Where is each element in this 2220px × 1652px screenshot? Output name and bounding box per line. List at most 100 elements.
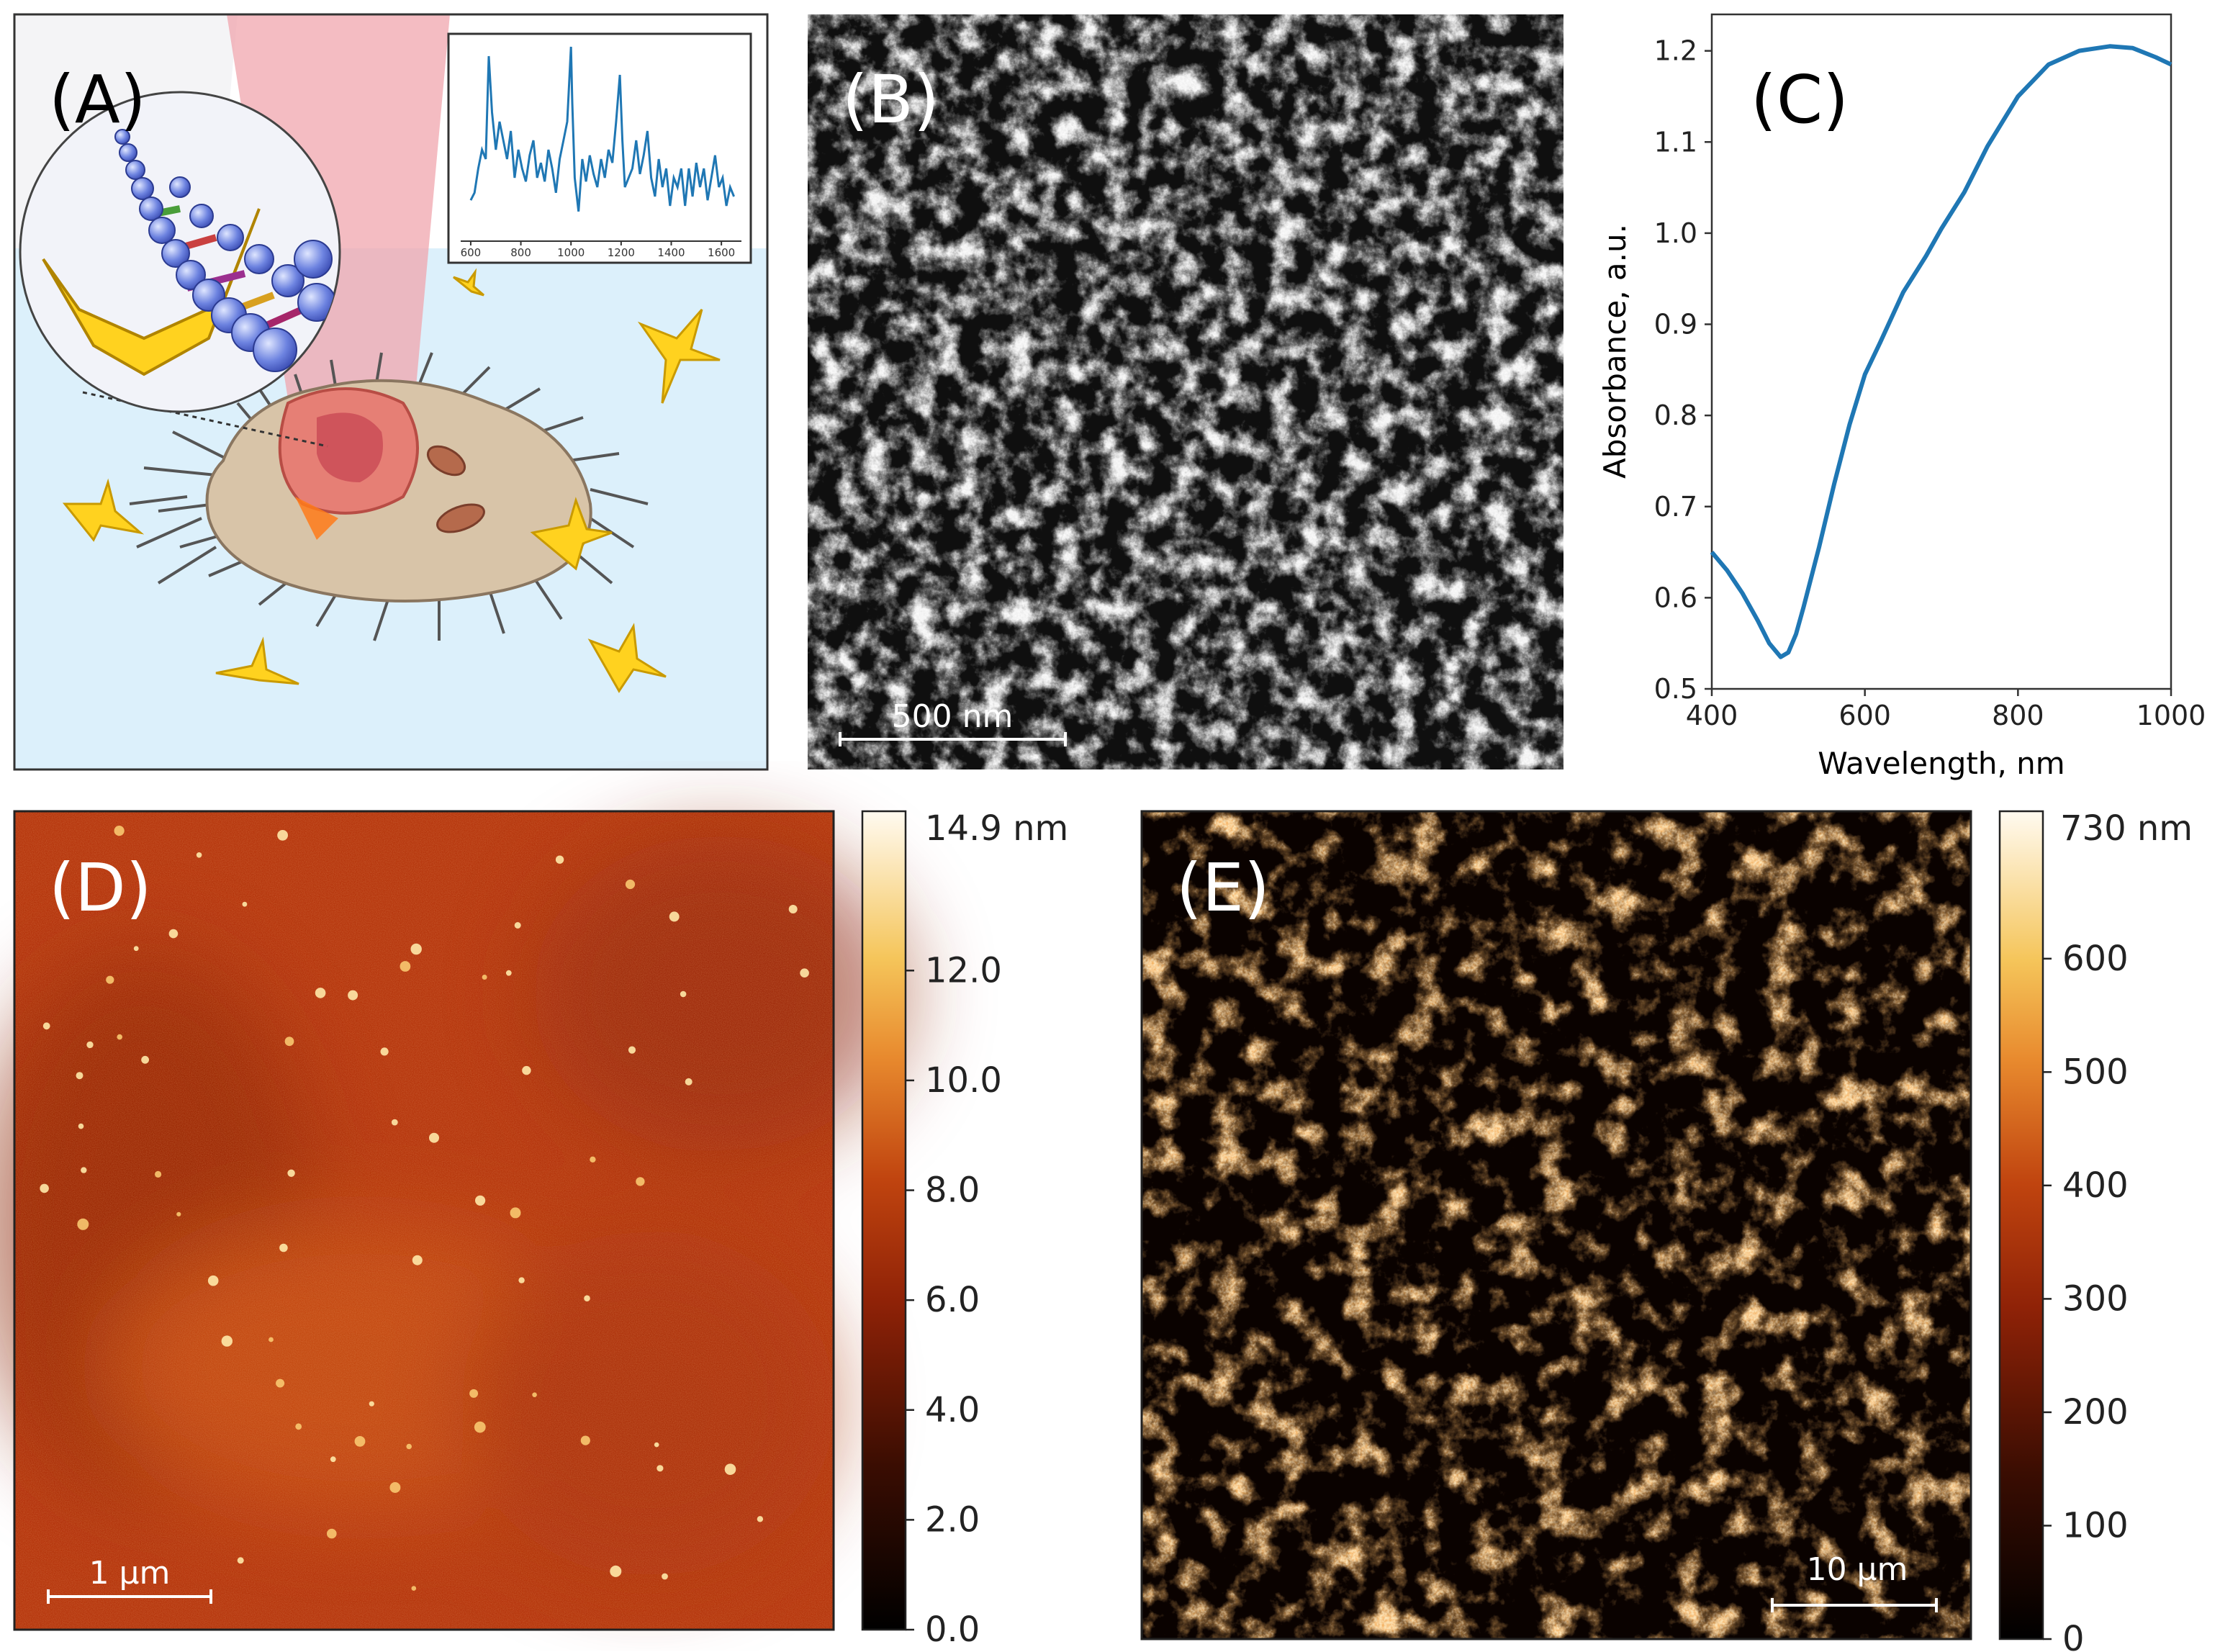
afm-particle (680, 990, 687, 998)
afm-particle (207, 1275, 219, 1286)
afm-particle (410, 943, 422, 955)
panel-c: 400 600 800 1000 0.5 0.6 0.7 0.8 0.9 1.0 1.1 1.2 (C… (1597, 13, 2206, 781)
mitochondrion-2 (436, 503, 485, 533)
colorbar-tick-label: 8.0 (925, 1170, 980, 1211)
nanostar (637, 309, 721, 404)
afm-particle (636, 1177, 645, 1186)
axes-c: 400 600 800 1000 0.5 0.6 0.7 0.8 0.9 1.0 1.1 1.2 (1654, 35, 2206, 731)
internalized-star (295, 497, 338, 540)
afm-d-texture (14, 811, 834, 1630)
colorbar-tick-label: 2.0 (925, 1499, 980, 1540)
y-tick-label-c: 0.7 (1654, 491, 1697, 523)
afm-particle (269, 1337, 274, 1342)
afm-particle (406, 1443, 412, 1450)
nanostar (62, 478, 145, 542)
afm-particle (242, 901, 248, 907)
afm-particle (315, 988, 326, 998)
plot-frame-c (1710, 13, 2172, 690)
afm-e-border (1140, 810, 1972, 1640)
afm-particle (522, 1065, 531, 1075)
afm-particle (277, 830, 288, 841)
colorbar-e-ticks: 0 100 200 300 400 500 600 (2043, 939, 2129, 1652)
afm-particle (429, 1132, 439, 1143)
afm-e-clusters (1142, 811, 1971, 1639)
afm-particle (654, 1442, 659, 1448)
colorbar-tick-label: 400 (2062, 1165, 2129, 1206)
inset-tick-label: 600 (461, 246, 482, 259)
afm-particle (656, 1465, 664, 1472)
panel-e: (E) 10 µm 730 nm 0 100 200 300 400 500 600 (1140, 808, 2193, 1652)
panel-label-e: (E) (1176, 849, 1270, 926)
colorbar-tick-label: 200 (2062, 1392, 2129, 1432)
y-tick-label-c: 0.6 (1654, 582, 1697, 613)
afm-particle (391, 1119, 398, 1126)
afm-particle (117, 1034, 122, 1040)
afm-particle (279, 1243, 288, 1252)
afm-particle (482, 975, 487, 980)
nanostar (215, 636, 299, 685)
panel-label-a: (A) (49, 61, 146, 138)
colorbar-tick-label: 600 (2062, 939, 2129, 979)
mitochondrion-1 (426, 445, 466, 477)
afm-particle (106, 975, 114, 984)
afm-particle (40, 1183, 49, 1193)
absorbance-line (1710, 44, 2172, 659)
afm-particle (76, 1072, 84, 1080)
colorbar-tick-label: 0.0 (925, 1610, 980, 1650)
afm-particle (800, 968, 809, 978)
afm-particle (474, 1421, 486, 1433)
afm-particle (400, 961, 411, 972)
y-tick-label-c: 0.5 (1654, 673, 1697, 705)
inset-tick-label: 1600 (708, 246, 735, 259)
afm-particle (505, 970, 512, 976)
afm-particle (354, 1436, 366, 1447)
panel-label-d: (D) (49, 849, 152, 926)
inset-tick-label: 1200 (608, 246, 635, 259)
zoom-content (42, 129, 336, 376)
afm-e-scalebar-label: 10 µm (1807, 1551, 1908, 1588)
colorbar-tick-label: 100 (2062, 1505, 2129, 1545)
afm-particle (625, 879, 636, 890)
afm-particle (114, 826, 125, 836)
afm-particle (510, 1207, 521, 1219)
inset-tick-labels: 600 800 1000 1200 1400 1600 (461, 246, 736, 259)
inset-tick-label: 1000 (557, 246, 585, 259)
afm-particle (584, 1295, 590, 1301)
gold-nanostars (62, 268, 721, 693)
x-tick-label-c: 600 (1838, 700, 1891, 731)
afm-particle (348, 990, 358, 1001)
x-tick-label-c: 400 (1686, 700, 1738, 731)
y-axis-title-c: Absorbance, a.u. (1597, 224, 1633, 479)
panel-a-border (13, 13, 769, 771)
y-tick-label-c: 1.2 (1654, 35, 1697, 67)
afm-particle (284, 1037, 294, 1047)
colorbar-tick-label: 12.0 (925, 950, 1002, 990)
inset-frame (447, 32, 752, 264)
panel-b: (B) 500 nm (808, 14, 1564, 769)
inset-marks (469, 46, 735, 245)
afm-particle (669, 911, 680, 922)
nanostar (453, 268, 484, 297)
afm-particle (380, 1047, 389, 1056)
afm-particle (685, 1078, 692, 1085)
afm-particle (287, 1169, 295, 1178)
afm-particle (295, 1423, 302, 1430)
panel-label-c: (C) (1751, 61, 1849, 138)
afm-particle (86, 1041, 94, 1049)
afm-particle (610, 1565, 622, 1577)
afm-particle (78, 1123, 84, 1129)
colorbar-tick-label: 10.0 (925, 1060, 1002, 1101)
colorbar-d-ticks: 0.0 2.0 4.0 6.0 8.0 10.0 12.0 (906, 950, 1002, 1650)
afm-particle (133, 946, 139, 952)
x-axis-title-c: Wavelength, nm (1818, 746, 2065, 781)
afm-particle (412, 1255, 423, 1265)
sem-scalebar-label: 500 nm (892, 698, 1014, 735)
colorbar-tick-label: 0 (2062, 1619, 2085, 1652)
colorbar-e (1998, 810, 2044, 1640)
inset-tick-label: 800 (510, 246, 531, 259)
inset-spectrum-line (469, 46, 735, 212)
afm-particle (580, 1435, 590, 1445)
afm-particle (77, 1218, 89, 1230)
afm-particle (411, 1586, 417, 1591)
